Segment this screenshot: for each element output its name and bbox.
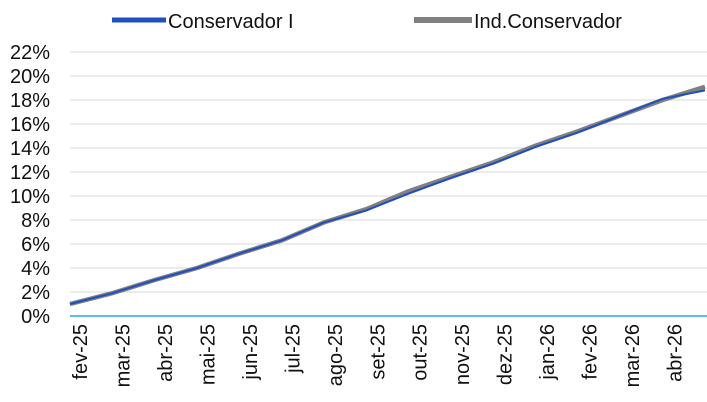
y-tick-label: 8% [21,210,50,232]
y-tick-label: 20% [10,66,50,88]
x-tick-label: mar-26 [622,324,644,387]
grid-lines [70,51,707,293]
x-tick-label: mai-25 [197,324,219,385]
x-tick-label: abr-26 [665,324,687,382]
x-tick-label: jun-25 [240,324,262,381]
x-tick-label: jan-26 [537,324,559,381]
x-tick-label: fev-26 [580,324,602,380]
y-tick-label: 4% [21,258,50,280]
x-tick-label: dez-25 [495,324,517,385]
y-tick-label: 22% [10,42,50,64]
x-tick-label: fev-25 [70,324,92,380]
y-tick-label: 6% [21,234,50,256]
x-tick-label: mar-25 [112,324,134,387]
x-tick-label: set-25 [367,324,389,380]
y-tick-label: 14% [10,138,50,160]
legend: Conservador I Ind.Conservador [112,11,622,33]
x-tick-label: out-25 [410,324,432,381]
y-tick-label: 12% [10,162,50,184]
y-tick-label: 2% [21,282,50,304]
legend-label-conservador-i: Conservador I [168,11,294,33]
y-axis-labels: 0%2%4%6%8%10%12%14%16%18%20%22% [10,42,50,328]
x-tick-label: nov-25 [452,324,474,385]
y-tick-label: 16% [10,114,50,136]
x-tick-label: jul-25 [282,324,304,374]
x-tick-label: abr-25 [155,324,177,382]
x-axis-labels: fev-25 mar-25 abr-25 mai-25 jun-25 jul-25 ago-… [70,324,687,387]
legend-label-ind-conservador: Ind.Conservador [474,11,622,33]
series-line-conservador-i [69,89,706,305]
y-tick-label: 0% [21,306,50,328]
y-tick-label: 18% [10,90,50,112]
y-tick-label: 10% [10,186,50,208]
x-tick-label: ago-25 [325,324,347,386]
series-lines [69,84,706,307]
